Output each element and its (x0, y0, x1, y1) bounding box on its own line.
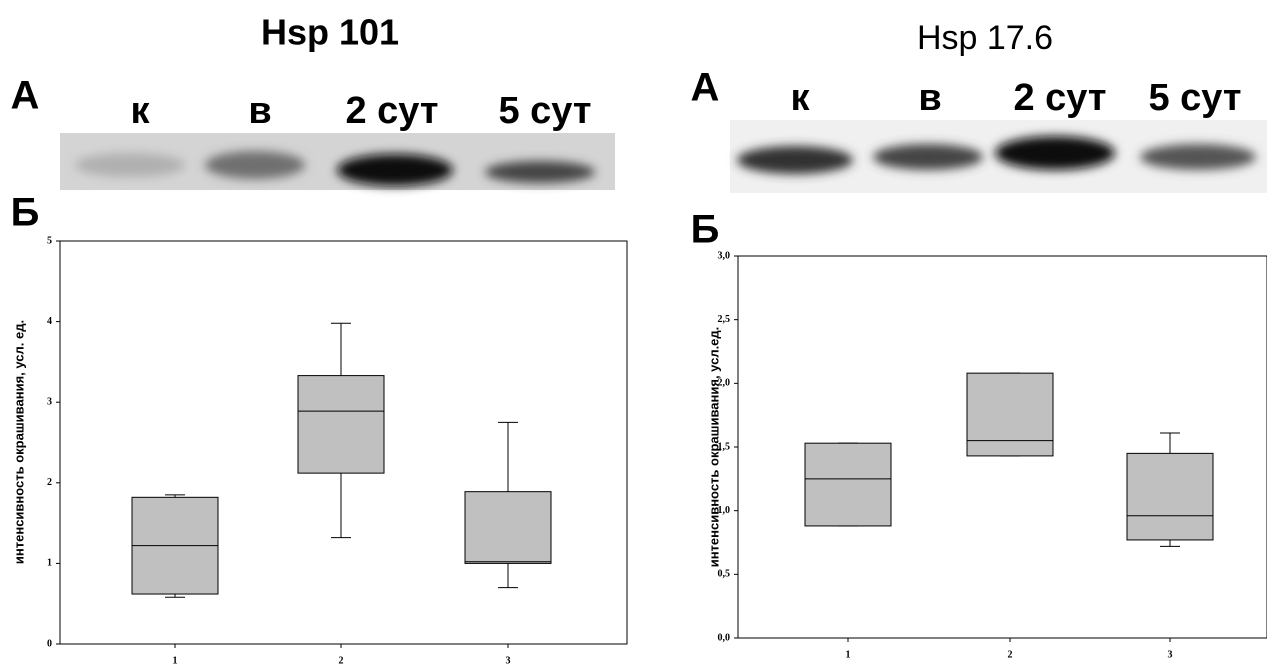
panel-label: А (11, 74, 40, 118)
box (298, 376, 384, 474)
y-tick-label: 0,0 (718, 632, 731, 643)
figure: Hsp 101 А Бк в 2 сут 5 сут интенсивность окраш… (0, 0, 1267, 669)
lane-label: к (790, 77, 810, 119)
y-tick-label: 2,0 (718, 378, 731, 389)
lane-label: в (248, 90, 271, 132)
lane-label: 5 сут (498, 90, 591, 132)
y-tick-label: 2 (47, 477, 52, 488)
blot-hsp17 (730, 120, 1267, 193)
x-tick-label: 3 (506, 655, 511, 666)
y-tick-label: 1,0 (718, 505, 731, 516)
lane-label: 5 сут (1148, 77, 1241, 119)
box (1127, 453, 1213, 540)
panel-label: А (691, 66, 720, 110)
box (465, 492, 551, 564)
panel-label: Б (11, 191, 40, 235)
lane-label: к (130, 90, 150, 132)
box (805, 443, 891, 526)
chart-title: Hsp 101 (261, 12, 399, 53)
y-tick-label: 0 (47, 638, 52, 649)
y-tick-label: 0,5 (718, 569, 731, 580)
x-tick-label: 1 (173, 655, 178, 666)
y-axis-label: интенсивность окрашивания, усл. ед. (11, 320, 26, 564)
x-tick-label: 1 (846, 649, 851, 660)
lane-label: 2 сут (1013, 77, 1106, 119)
x-tick-label: 2 (339, 655, 344, 666)
chart-title: Hsp 17.6 (917, 19, 1053, 57)
y-tick-label: 3,0 (718, 250, 731, 261)
lane-label: в (918, 77, 941, 119)
y-tick-label: 1,5 (718, 441, 731, 452)
x-tick-label: 2 (1008, 649, 1013, 660)
panel-label: Б (691, 208, 720, 252)
blot-hsp101 (60, 133, 615, 190)
box (967, 373, 1053, 456)
y-tick-label: 4 (47, 316, 52, 327)
y-tick-label: 3 (47, 396, 52, 407)
lane-label: 2 сут (345, 90, 438, 132)
y-tick-label: 1 (47, 558, 52, 569)
x-tick-label: 3 (1168, 649, 1173, 660)
y-tick-label: 2,5 (718, 314, 731, 325)
y-tick-label: 5 (47, 235, 52, 246)
